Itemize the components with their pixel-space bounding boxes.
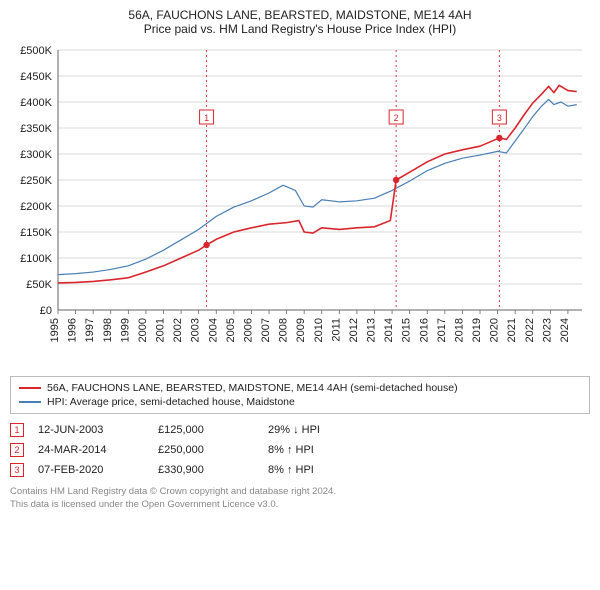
legend-label: 56A, FAUCHONS LANE, BEARSTED, MAIDSTONE,… — [47, 382, 458, 394]
sale-marker-cell: 2 — [10, 443, 38, 457]
y-tick-label: £450K — [20, 71, 52, 83]
sale-delta: 29% ↓ HPI — [268, 424, 378, 436]
x-tick-label: 2006 — [242, 318, 254, 342]
x-tick-label: 2024 — [559, 318, 571, 342]
x-tick-label: 1995 — [49, 318, 61, 342]
sale-marker: 2 — [10, 443, 24, 457]
x-tick-label: 2016 — [418, 318, 430, 342]
sale-price: £250,000 — [158, 444, 268, 456]
x-tick-label: 2010 — [313, 318, 325, 342]
y-tick-label: £100K — [20, 253, 52, 265]
chart-title: 56A, FAUCHONS LANE, BEARSTED, MAIDSTONE,… — [10, 8, 590, 22]
x-tick-label: 2021 — [506, 318, 518, 342]
sale-date: 12-JUN-2003 — [38, 424, 158, 436]
x-tick-label: 2000 — [137, 318, 149, 342]
x-tick-label: 2014 — [383, 318, 395, 342]
y-tick-label: £0 — [40, 305, 52, 317]
sales-table: 1 12-JUN-2003£125,00029% ↓ HPI 2 24-MAR-201… — [10, 420, 590, 480]
container: 56A, FAUCHONS LANE, BEARSTED, MAIDSTONE,… — [0, 0, 600, 518]
x-tick-label: 2011 — [330, 318, 342, 342]
sale-price: £125,000 — [158, 424, 268, 436]
sale-date: 07-FEB-2020 — [38, 464, 158, 476]
x-tick-label: 2005 — [225, 318, 237, 342]
x-tick-label: 2022 — [524, 318, 536, 342]
sale-dot — [393, 177, 399, 183]
y-tick-label: £50K — [26, 279, 52, 291]
sale-marker-cell: 3 — [10, 463, 38, 477]
y-tick-label: £250K — [20, 175, 52, 187]
x-tick-label: 2015 — [401, 318, 413, 342]
sale-marker-number: 3 — [497, 113, 502, 123]
chart-subtitle: Price paid vs. HM Land Registry's House … — [10, 22, 590, 36]
x-tick-label: 2007 — [260, 318, 272, 342]
sale-price: £330,900 — [158, 464, 268, 476]
y-tick-label: £200K — [20, 201, 52, 213]
x-tick-label: 2002 — [172, 318, 184, 342]
legend-swatch — [19, 401, 41, 403]
sale-date: 24-MAR-2014 — [38, 444, 158, 456]
legend: 56A, FAUCHONS LANE, BEARSTED, MAIDSTONE,… — [10, 376, 590, 414]
sale-marker-number: 2 — [394, 113, 399, 123]
x-tick-label: 2017 — [436, 318, 448, 342]
y-tick-label: £300K — [20, 149, 52, 161]
x-tick-label: 1999 — [119, 318, 131, 342]
y-tick-label: £500K — [20, 45, 52, 57]
x-tick-label: 1997 — [84, 318, 96, 342]
legend-row: 56A, FAUCHONS LANE, BEARSTED, MAIDSTONE,… — [19, 381, 581, 395]
footer: Contains HM Land Registry data © Crown c… — [10, 486, 590, 512]
x-tick-label: 2008 — [278, 318, 290, 342]
sale-delta: 8% ↑ HPI — [268, 464, 378, 476]
x-tick-label: 2023 — [541, 318, 553, 342]
x-tick-label: 2004 — [207, 318, 219, 342]
sale-dot — [203, 242, 209, 248]
footer-line-2: This data is licensed under the Open Gov… — [10, 499, 590, 512]
y-tick-label: £150K — [20, 227, 52, 239]
x-tick-label: 2012 — [348, 318, 360, 342]
sale-marker-number: 1 — [204, 113, 209, 123]
x-tick-label: 2013 — [366, 318, 378, 342]
sale-delta: 8% ↑ HPI — [268, 444, 378, 456]
x-tick-label: 2020 — [489, 318, 501, 342]
sale-dot — [496, 135, 502, 141]
x-tick-label: 2018 — [453, 318, 465, 342]
sale-marker-cell: 1 — [10, 423, 38, 437]
x-tick-label: 2001 — [155, 318, 167, 342]
x-tick-label: 2003 — [190, 318, 202, 342]
x-tick-label: 2019 — [471, 318, 483, 342]
sale-row: 1 12-JUN-2003£125,00029% ↓ HPI — [10, 420, 590, 440]
legend-row: HPI: Average price, semi-detached house,… — [19, 395, 581, 409]
y-tick-label: £400K — [20, 97, 52, 109]
legend-label: HPI: Average price, semi-detached house,… — [47, 396, 295, 408]
sale-marker: 3 — [10, 463, 24, 477]
chart-svg: £0 £50K £100K £150K £200K £250K £300K £350K £400… — [10, 40, 590, 370]
sale-marker: 1 — [10, 423, 24, 437]
sale-row: 2 24-MAR-2014£250,0008% ↑ HPI — [10, 440, 590, 460]
footer-line-1: Contains HM Land Registry data © Crown c… — [10, 486, 590, 499]
chart: £0 £50K £100K £150K £200K £250K £300K £350K £400… — [10, 40, 590, 370]
legend-swatch — [19, 387, 41, 389]
sale-row: 3 07-FEB-2020£330,9008% ↑ HPI — [10, 460, 590, 480]
y-tick-label: £350K — [20, 123, 52, 135]
x-tick-label: 1996 — [67, 318, 79, 342]
x-tick-label: 1998 — [102, 318, 114, 342]
x-tick-label: 2009 — [295, 318, 307, 342]
